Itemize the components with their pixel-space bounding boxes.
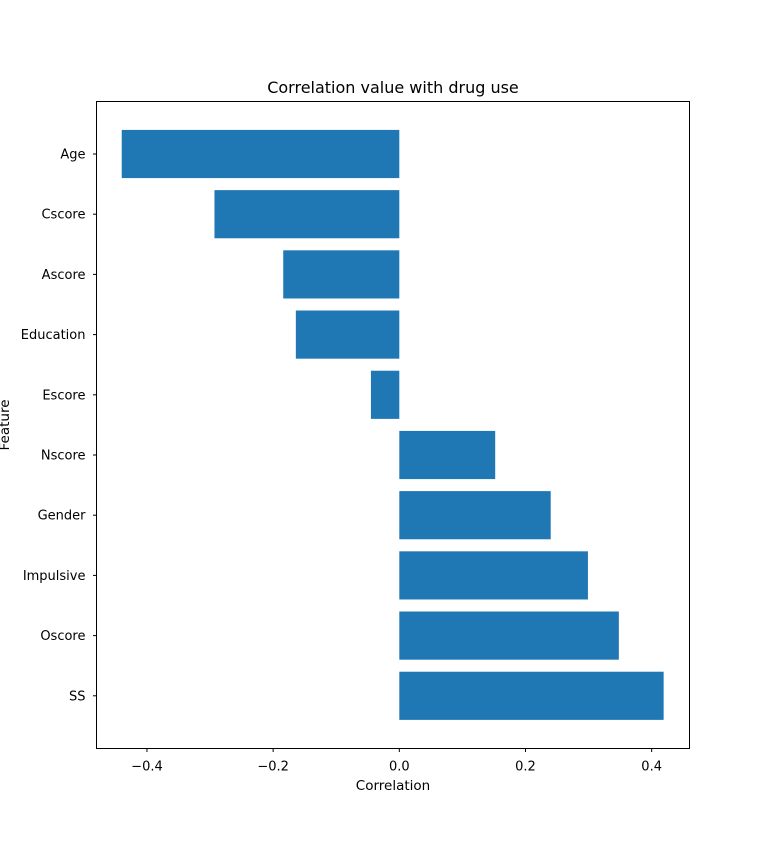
x-tick-label: 0.2 — [515, 760, 536, 775]
y-tick-label: Age — [60, 148, 85, 163]
bar-education — [295, 310, 400, 359]
y-ticks-layer: Age Cscore Ascore Education Escore Nscore Gend… — [21, 148, 97, 704]
plot-frame — [96, 101, 690, 749]
bar-impulsive — [399, 551, 588, 600]
y-tick-label: Escore — [42, 388, 85, 403]
bar-escore — [370, 370, 400, 419]
bars-layer — [121, 129, 664, 720]
x-ticks-layer: −0.4 −0.2 0.0 0.2 0.4 — [131, 748, 662, 775]
x-tick-label: 0.0 — [389, 760, 410, 775]
bar-nscore — [399, 430, 496, 480]
y-tick-label: Nscore — [41, 449, 86, 464]
y-tick-label: Ascore — [42, 268, 86, 283]
x-axis-label: Correlation — [356, 778, 430, 794]
y-tick-label: Gender — [38, 509, 87, 524]
y-tick-label: Impulsive — [23, 569, 86, 584]
chart-title: Correlation value with drug use — [267, 78, 519, 97]
x-tick-label: 0.4 — [641, 760, 662, 775]
y-tick-label: Education — [21, 328, 86, 343]
x-tick-label: −0.2 — [257, 760, 289, 775]
bar-age — [121, 129, 400, 179]
y-axis-label: Feature — [0, 399, 13, 450]
bar-cscore — [214, 190, 400, 239]
bar-gender — [399, 491, 551, 540]
y-tick-label: SS — [69, 689, 86, 704]
bar-ascore — [283, 250, 400, 299]
y-tick-label: Oscore — [40, 629, 85, 644]
y-tick-label: Cscore — [41, 208, 85, 223]
x-tick-label: −0.4 — [131, 760, 163, 775]
bar-oscore — [399, 611, 619, 660]
bar-ss — [399, 671, 664, 720]
